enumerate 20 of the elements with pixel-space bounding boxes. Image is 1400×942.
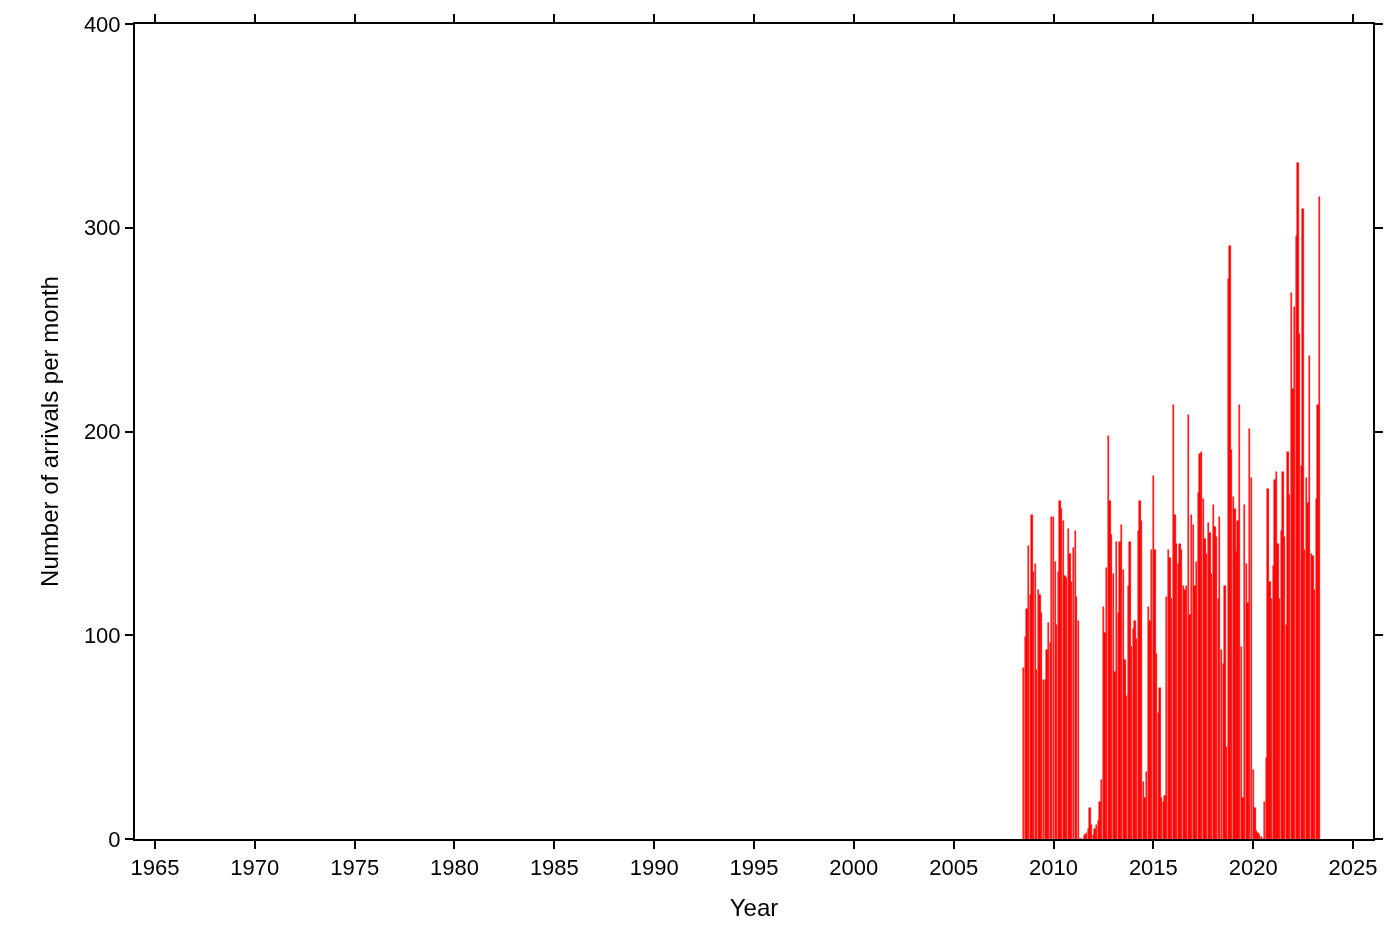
x-tick-label: 1995 <box>729 855 779 881</box>
x-axis-title: Year <box>729 894 779 922</box>
y-tick-label: 0 <box>108 826 121 852</box>
x-tick-label: 1985 <box>529 855 579 881</box>
y-tick-label: 200 <box>83 419 121 445</box>
x-tick-label: 1965 <box>130 855 180 881</box>
x-tick-label: 1970 <box>230 855 280 881</box>
x-tick-label: 2000 <box>829 855 879 881</box>
y-tick-label: 300 <box>83 215 121 241</box>
x-tick-label: 1975 <box>330 855 380 881</box>
y-tick-label: 400 <box>83 11 121 37</box>
x-tick-label: 2025 <box>1328 855 1378 881</box>
x-tick-label: 1980 <box>430 855 479 881</box>
x-tick-label: 2005 <box>929 855 979 881</box>
x-tick-label: 2010 <box>1029 855 1078 881</box>
y-tick-label: 100 <box>83 622 121 648</box>
x-tick-label: 2020 <box>1228 855 1278 881</box>
y-axis-title: Number of arrivals per month <box>36 276 64 587</box>
x-tick-label: 2015 <box>1128 855 1178 881</box>
x-tick-label: 1990 <box>629 855 679 881</box>
